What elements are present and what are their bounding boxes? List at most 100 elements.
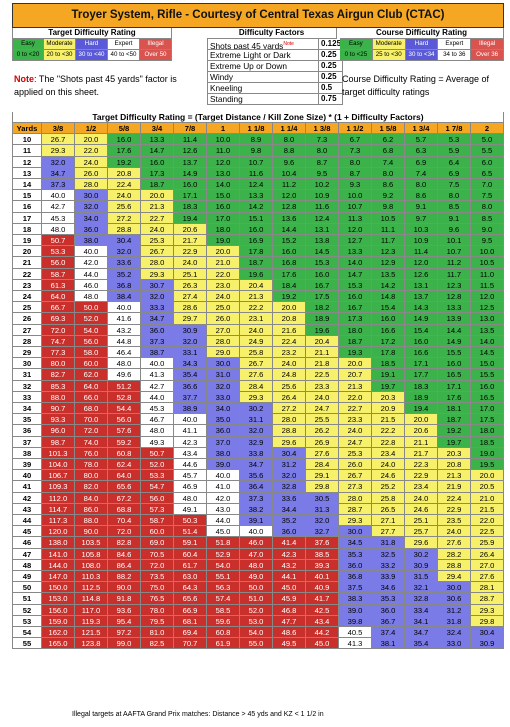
table-cell: 14.4 — [438, 324, 471, 336]
size-header: 1 1/4 — [273, 123, 306, 135]
table-cell: 153.0 — [42, 593, 75, 605]
table-cell: 26.7 — [240, 358, 273, 370]
table-cell: 5.7 — [405, 134, 438, 146]
table-cell: 9.7 — [405, 212, 438, 224]
table-cell: 27.0 — [471, 559, 504, 571]
table-cell: 29.1 — [306, 470, 339, 482]
table-cell: 64.0 — [75, 380, 108, 392]
table-cell: 16.6 — [405, 346, 438, 359]
table-cell: 104.0 — [42, 458, 75, 471]
table-cell: 21.9 — [438, 481, 471, 493]
table-cell: 25.3 — [339, 447, 372, 459]
table-cell: 62.4 — [108, 458, 141, 471]
table-cell: 32.0 — [174, 335, 207, 347]
table-cell: 52.0 — [75, 313, 108, 325]
table-cell: 79.5 — [141, 615, 174, 627]
table-cell: 11.7 — [372, 234, 405, 247]
table-cell: 106.7 — [42, 470, 75, 482]
table-cell: 17.7 — [405, 369, 438, 381]
table-cell: 48.0 — [42, 223, 75, 235]
table-cell: 15.0 — [207, 190, 240, 202]
table-cell: 21.5 — [372, 414, 405, 426]
table-cell: 36.8 — [339, 570, 372, 583]
course-rating-label-4: Illegal — [471, 39, 504, 50]
table-cell: 23.2 — [273, 346, 306, 359]
table-cell: 30.4 — [273, 447, 306, 459]
factor-name: Shots past 45 yards — [210, 40, 284, 50]
table-cell: 38.0 — [75, 234, 108, 247]
table-cell: 45.9 — [273, 593, 306, 605]
table-cell: 22.3 — [405, 458, 438, 471]
size-header: 3/4 — [141, 123, 174, 135]
table-cell: 9.2 — [372, 190, 405, 202]
table-cell: 36.0 — [207, 425, 240, 437]
table-cell: 14.2 — [372, 279, 405, 291]
table-cell: 15.3 — [339, 279, 372, 291]
table-cell: 58.7 — [42, 268, 75, 280]
table-cell: 78.0 — [141, 604, 174, 616]
table-cell: 46.8 — [273, 604, 306, 616]
table-cell: 54.0 — [75, 324, 108, 336]
table-cell: 12.9 — [372, 257, 405, 269]
table-cell: 17.0 — [207, 212, 240, 224]
table-cell: 17.8 — [240, 246, 273, 258]
table-cell: 44.0 — [75, 268, 108, 280]
table-cell: 38.5 — [306, 548, 339, 560]
table-cell: 162.0 — [42, 626, 75, 639]
table-cell: 17.3 — [141, 167, 174, 179]
table-cell: 19.2 — [438, 425, 471, 437]
table-cell: 23.0 — [207, 279, 240, 291]
table-cell: 20.8 — [273, 313, 306, 325]
size-header: 1 7/8 — [438, 123, 471, 135]
table-cell: 40.0 — [174, 414, 207, 426]
table-cell: 11.2 — [438, 257, 471, 269]
table-cell: 150.0 — [42, 582, 75, 594]
table-cell: 22.2 — [240, 302, 273, 314]
table-cell: 156.0 — [42, 604, 75, 616]
yard-label: 48 — [12, 559, 42, 571]
table-cell: 48.0 — [174, 492, 207, 504]
yard-label: 51 — [12, 593, 42, 605]
table-cell: 21.0 — [207, 257, 240, 269]
table-cell: 12.8 — [273, 201, 306, 213]
table-cell: 26.7 — [42, 134, 75, 146]
table-cell: 27.4 — [174, 290, 207, 303]
table-cell: 15.0 — [471, 358, 504, 370]
table-cell: 40.9 — [306, 582, 339, 594]
table-cell: 11.0 — [471, 268, 504, 280]
table-cell: 12.0 — [273, 190, 306, 202]
table-cell: 9.5 — [306, 167, 339, 179]
table-cell: 18.7 — [240, 257, 273, 269]
factor-label: Windy — [207, 72, 319, 83]
table-cell: 19.1 — [372, 369, 405, 381]
table-cell: 49.1 — [174, 503, 207, 515]
table-cell: 43.4 — [174, 447, 207, 459]
yard-label: 55 — [12, 638, 42, 650]
table-cell: 14.9 — [438, 335, 471, 347]
factor-label: Shots past 45 yardsNote — [207, 39, 319, 50]
table-cell: 42.0 — [207, 492, 240, 504]
table-cell: 22.4 — [273, 335, 306, 347]
table-cell: 6.5 — [471, 167, 504, 179]
table-cell: 58.5 — [207, 604, 240, 616]
yard-label: 49 — [12, 570, 42, 583]
table-cell: 57.3 — [141, 503, 174, 515]
table-cell: 8.0 — [306, 145, 339, 157]
table-cell: 81.0 — [141, 626, 174, 639]
table-cell: 25.6 — [108, 201, 141, 213]
footer-note: Illegal targets at AAFTA Grand Prix matc… — [72, 711, 324, 718]
table-cell: 53.0 — [240, 615, 273, 627]
yard-label: 21 — [12, 257, 42, 269]
table-cell: 21.3 — [438, 470, 471, 482]
table-cell: 36.0 — [141, 324, 174, 336]
table-cell: 99.0 — [108, 638, 141, 650]
table-cell: 5.3 — [438, 134, 471, 146]
table-cell: 20.0 — [75, 134, 108, 146]
table-cell: 31.3 — [306, 503, 339, 515]
table-cell: 7.3 — [339, 145, 372, 157]
table-cell: 25.9 — [471, 537, 504, 549]
table-cell: 77.3 — [42, 346, 75, 359]
table-cell: 18.9 — [405, 391, 438, 403]
sheet-title: Troyer System, Rifle - Courtesy of Centr… — [12, 3, 504, 28]
rating-table: Yards 3/8 1/2 5/8 3/4 7/8 1 1 1/8 1 1/4 1 3/8 1 1/… — [12, 123, 504, 723]
